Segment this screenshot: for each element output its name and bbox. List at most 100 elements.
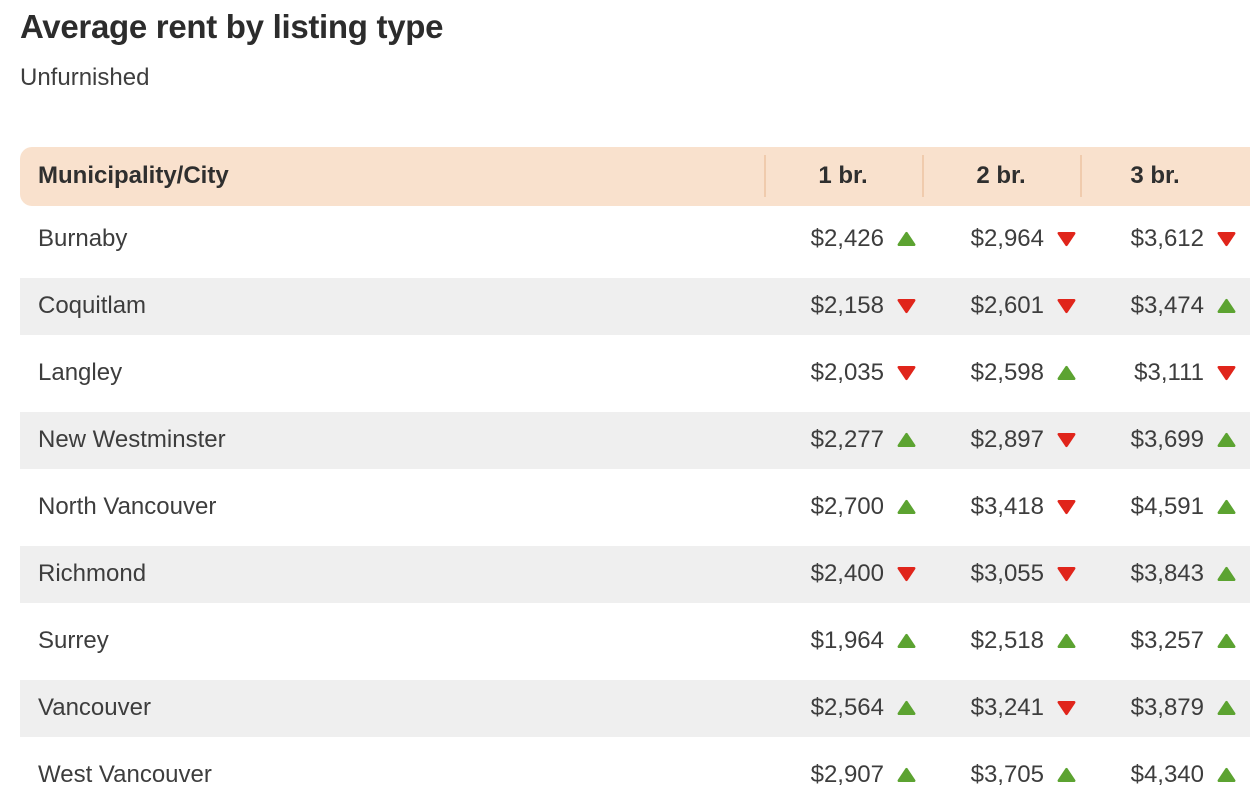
rent-cell-3br: $3,699 — [1080, 412, 1250, 469]
trend-up-icon — [1057, 365, 1076, 381]
rent-cell-1br: $1,964 — [764, 608, 922, 675]
rent-cell-2br: $3,055 — [922, 546, 1080, 603]
column-header-3br: 3 br. — [1080, 146, 1250, 206]
rent-value-2br: $3,055 — [970, 560, 1044, 588]
municipality-label: Burnaby — [38, 225, 128, 253]
table-row: North Vancouver $2,700 $3,418 $4,591 — [20, 474, 1250, 541]
column-header-1br: 1 br. — [764, 146, 922, 206]
rent-value-3br: $3,612 — [1130, 225, 1204, 253]
rent-report-page: Average rent by listing type Unfurnished… — [0, 8, 1250, 809]
rent-value-3br: $3,843 — [1130, 560, 1204, 588]
municipality-cell: Burnaby — [20, 206, 764, 273]
trend-up-icon — [1057, 633, 1076, 649]
rent-value-2br: $2,601 — [970, 292, 1044, 320]
rent-cell-3br: $4,591 — [1080, 474, 1250, 541]
rent-cell-2br: $2,518 — [922, 608, 1080, 675]
trend-down-icon — [1057, 566, 1076, 582]
rent-value-1br: $2,400 — [810, 560, 884, 588]
column-header-2br: 2 br. — [922, 146, 1080, 206]
table-row: Surrey $1,964 $2,518 $3,257 — [20, 608, 1250, 675]
municipality-label: Vancouver — [38, 694, 151, 722]
rent-cell-1br: $2,564 — [764, 680, 922, 737]
rent-value-1br: $2,564 — [810, 694, 884, 722]
rent-value-3br: $4,340 — [1130, 761, 1204, 789]
table-header-row: Municipality/City 1 br. 2 br. 3 br. — [20, 146, 1250, 206]
municipality-cell: North Vancouver — [20, 474, 764, 541]
page-subtitle: Unfurnished — [20, 63, 150, 91]
page-title: Average rent by listing type — [20, 8, 444, 45]
municipality-label: Coquitlam — [38, 292, 147, 320]
rent-value-2br: $2,897 — [970, 426, 1044, 454]
rent-value-1br: $2,277 — [810, 426, 884, 454]
rent-cell-1br: $2,277 — [764, 412, 922, 469]
rent-cell-3br: $3,257 — [1080, 608, 1250, 675]
rent-cell-2br: $3,705 — [922, 742, 1080, 809]
trend-up-icon — [1217, 633, 1236, 649]
trend-down-icon — [897, 298, 916, 314]
municipality-cell: New Westminster — [20, 412, 764, 469]
municipality-cell: Richmond — [20, 546, 764, 603]
rent-value-3br: $3,111 — [1134, 359, 1204, 387]
trend-down-icon — [1217, 365, 1236, 381]
rent-cell-3br: $3,843 — [1080, 546, 1250, 603]
rent-cell-1br: $2,907 — [764, 742, 922, 809]
municipality-label: North Vancouver — [38, 493, 217, 521]
trend-up-icon — [897, 499, 916, 515]
rent-value-2br: $2,964 — [970, 225, 1044, 253]
trend-down-icon — [1057, 432, 1076, 448]
municipality-label: West Vancouver — [38, 761, 212, 789]
trend-up-icon — [1217, 298, 1236, 314]
table-row: Coquitlam $2,158 $2,601 $3,474 — [20, 273, 1250, 340]
rent-value-1br: $2,907 — [810, 761, 884, 789]
rent-value-3br: $3,879 — [1130, 694, 1204, 722]
table-row: West Vancouver $2,907 $3,705 $4,340 — [20, 742, 1250, 809]
trend-down-icon — [1057, 298, 1076, 314]
municipality-cell: Surrey — [20, 608, 764, 675]
trend-down-icon — [897, 566, 916, 582]
rent-value-1br: $2,158 — [810, 292, 884, 320]
trend-down-icon — [1217, 231, 1236, 247]
rent-cell-2br: $2,601 — [922, 278, 1080, 335]
rent-cell-3br: $3,612 — [1080, 206, 1250, 273]
rent-cell-2br: $3,241 — [922, 680, 1080, 737]
rent-value-2br: $3,241 — [970, 694, 1044, 722]
rent-value-2br: $3,418 — [970, 493, 1044, 521]
rent-cell-2br: $2,897 — [922, 412, 1080, 469]
rent-cell-3br: $4,340 — [1080, 742, 1250, 809]
trend-up-icon — [897, 633, 916, 649]
rent-cell-2br: $2,964 — [922, 206, 1080, 273]
rent-cell-1br: $2,700 — [764, 474, 922, 541]
rent-cell-2br: $3,418 — [922, 474, 1080, 541]
rent-value-1br: $2,035 — [810, 359, 884, 387]
rent-cell-1br: $2,035 — [764, 340, 922, 407]
trend-up-icon — [1217, 700, 1236, 716]
table-row: New Westminster $2,277 $2,897 $3,699 — [20, 407, 1250, 474]
municipality-cell: Vancouver — [20, 680, 764, 737]
trend-down-icon — [1057, 700, 1076, 716]
table-row: Richmond $2,400 $3,055 $3,843 — [20, 541, 1250, 608]
municipality-label: Surrey — [38, 627, 109, 655]
rent-value-2br: $2,518 — [970, 627, 1044, 655]
trend-down-icon — [1057, 499, 1076, 515]
rent-value-2br: $3,705 — [970, 761, 1044, 789]
municipality-label: Richmond — [38, 560, 147, 588]
table-body: Burnaby $2,426 $2,964 $3,612 — [20, 206, 1250, 809]
trend-up-icon — [1217, 566, 1236, 582]
rent-value-3br: $3,474 — [1130, 292, 1204, 320]
rent-cell-3br: $3,474 — [1080, 278, 1250, 335]
trend-up-icon — [1057, 767, 1076, 783]
rent-value-3br: $3,257 — [1130, 627, 1204, 655]
rent-cell-2br: $2,598 — [922, 340, 1080, 407]
municipality-cell: West Vancouver — [20, 742, 764, 809]
trend-down-icon — [1057, 231, 1076, 247]
trend-up-icon — [897, 432, 916, 448]
trend-up-icon — [1217, 499, 1236, 515]
rent-value-1br: $2,426 — [810, 225, 884, 253]
trend-up-icon — [1217, 432, 1236, 448]
trend-up-icon — [1217, 767, 1236, 783]
rent-cell-3br: $3,879 — [1080, 680, 1250, 737]
rent-value-3br: $4,591 — [1130, 493, 1204, 521]
column-header-municipality: Municipality/City — [38, 162, 229, 190]
rent-cell-1br: $2,158 — [764, 278, 922, 335]
table-row: Vancouver $2,564 $3,241 $3,879 — [20, 675, 1250, 742]
